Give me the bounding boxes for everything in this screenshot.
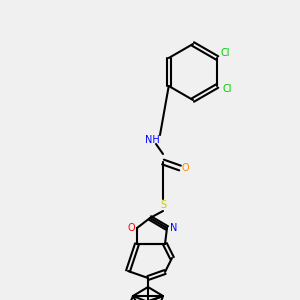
Text: O: O xyxy=(127,223,135,233)
Text: Cl: Cl xyxy=(220,48,230,58)
Text: Cl: Cl xyxy=(223,84,232,94)
Text: O: O xyxy=(181,163,189,173)
Text: NH: NH xyxy=(145,135,159,145)
Text: N: N xyxy=(170,223,178,233)
Text: S: S xyxy=(160,200,166,210)
